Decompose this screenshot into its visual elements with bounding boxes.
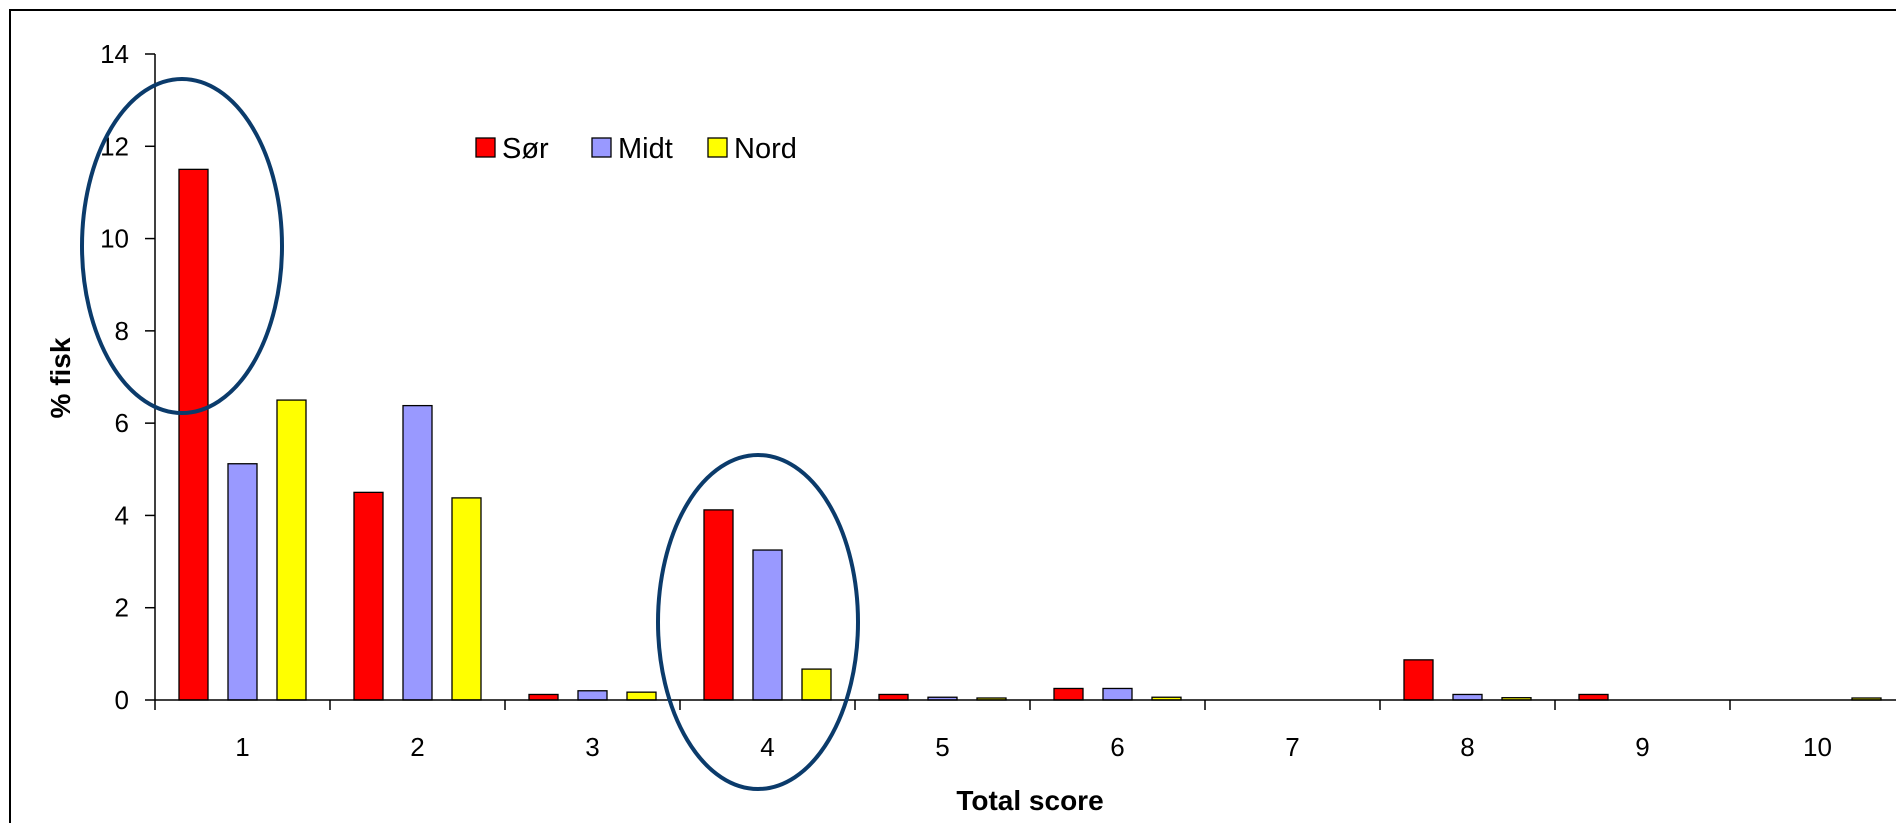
bar-midt-1 — [227, 463, 258, 701]
bar-sør-1 — [178, 168, 209, 701]
bar-midt-3 — [577, 690, 608, 701]
y-tick-label: 14 — [100, 39, 129, 69]
y-tick-label: 8 — [115, 316, 129, 346]
legend-label-nord: Nord — [734, 133, 797, 165]
legend: Sør Midt Nord — [475, 133, 797, 165]
y-tick-label: 10 — [100, 224, 129, 254]
bar-sør-6 — [1053, 687, 1084, 701]
legend-swatch-sør — [475, 137, 496, 158]
bar-midt-4 — [752, 549, 783, 701]
x-tick-label: 1 — [235, 732, 249, 762]
y-tick-label: 4 — [115, 500, 129, 530]
bar-midt-6 — [1102, 687, 1133, 701]
legend-label-midt: Midt — [618, 133, 673, 165]
highlight-ellipse-4 — [656, 453, 860, 791]
bar-sør-2 — [353, 491, 384, 701]
bar-sør-9 — [1578, 693, 1609, 701]
x-tick-label: 2 — [410, 732, 424, 762]
x-tick-label: 4 — [760, 732, 774, 762]
y-tick-label: 6 — [115, 408, 129, 438]
bar-sør-3 — [528, 693, 559, 701]
bar-midt-8 — [1452, 693, 1483, 701]
bar-sør-8 — [1403, 659, 1434, 701]
axes-layer — [154, 54, 1896, 701]
x-tick-label: 7 — [1285, 732, 1299, 762]
highlight-layer — [80, 77, 860, 791]
y-tick-label: 12 — [100, 131, 129, 161]
y-axis-title: % fisk — [45, 337, 76, 418]
y-tick-label: 0 — [115, 685, 129, 715]
bar-sør-5 — [878, 693, 909, 701]
x-axis-title: Total score — [956, 785, 1103, 816]
legend-swatch-midt — [591, 137, 612, 158]
legend-label-sør: Sør — [502, 133, 549, 165]
chart-frame — [9, 9, 1896, 823]
x-tick-label: 5 — [935, 732, 949, 762]
x-tick-label: 10 — [1803, 732, 1832, 762]
bar-nord-4 — [801, 668, 832, 701]
x-tick-label: 6 — [1110, 732, 1124, 762]
bar-midt-2 — [402, 404, 433, 701]
legend-swatch-nord — [707, 137, 728, 158]
x-tick-label: 3 — [585, 732, 599, 762]
x-tick-label: 8 — [1460, 732, 1474, 762]
bar-nord-3 — [626, 691, 657, 701]
bar-sør-4 — [703, 509, 734, 701]
bars-layer — [178, 168, 1882, 701]
bar-nord-1 — [276, 399, 307, 701]
bar-nord-2 — [451, 497, 482, 701]
highlight-ellipse-1 — [80, 77, 284, 415]
x-tick-label: 9 — [1635, 732, 1649, 762]
y-tick-label: 2 — [115, 593, 129, 623]
